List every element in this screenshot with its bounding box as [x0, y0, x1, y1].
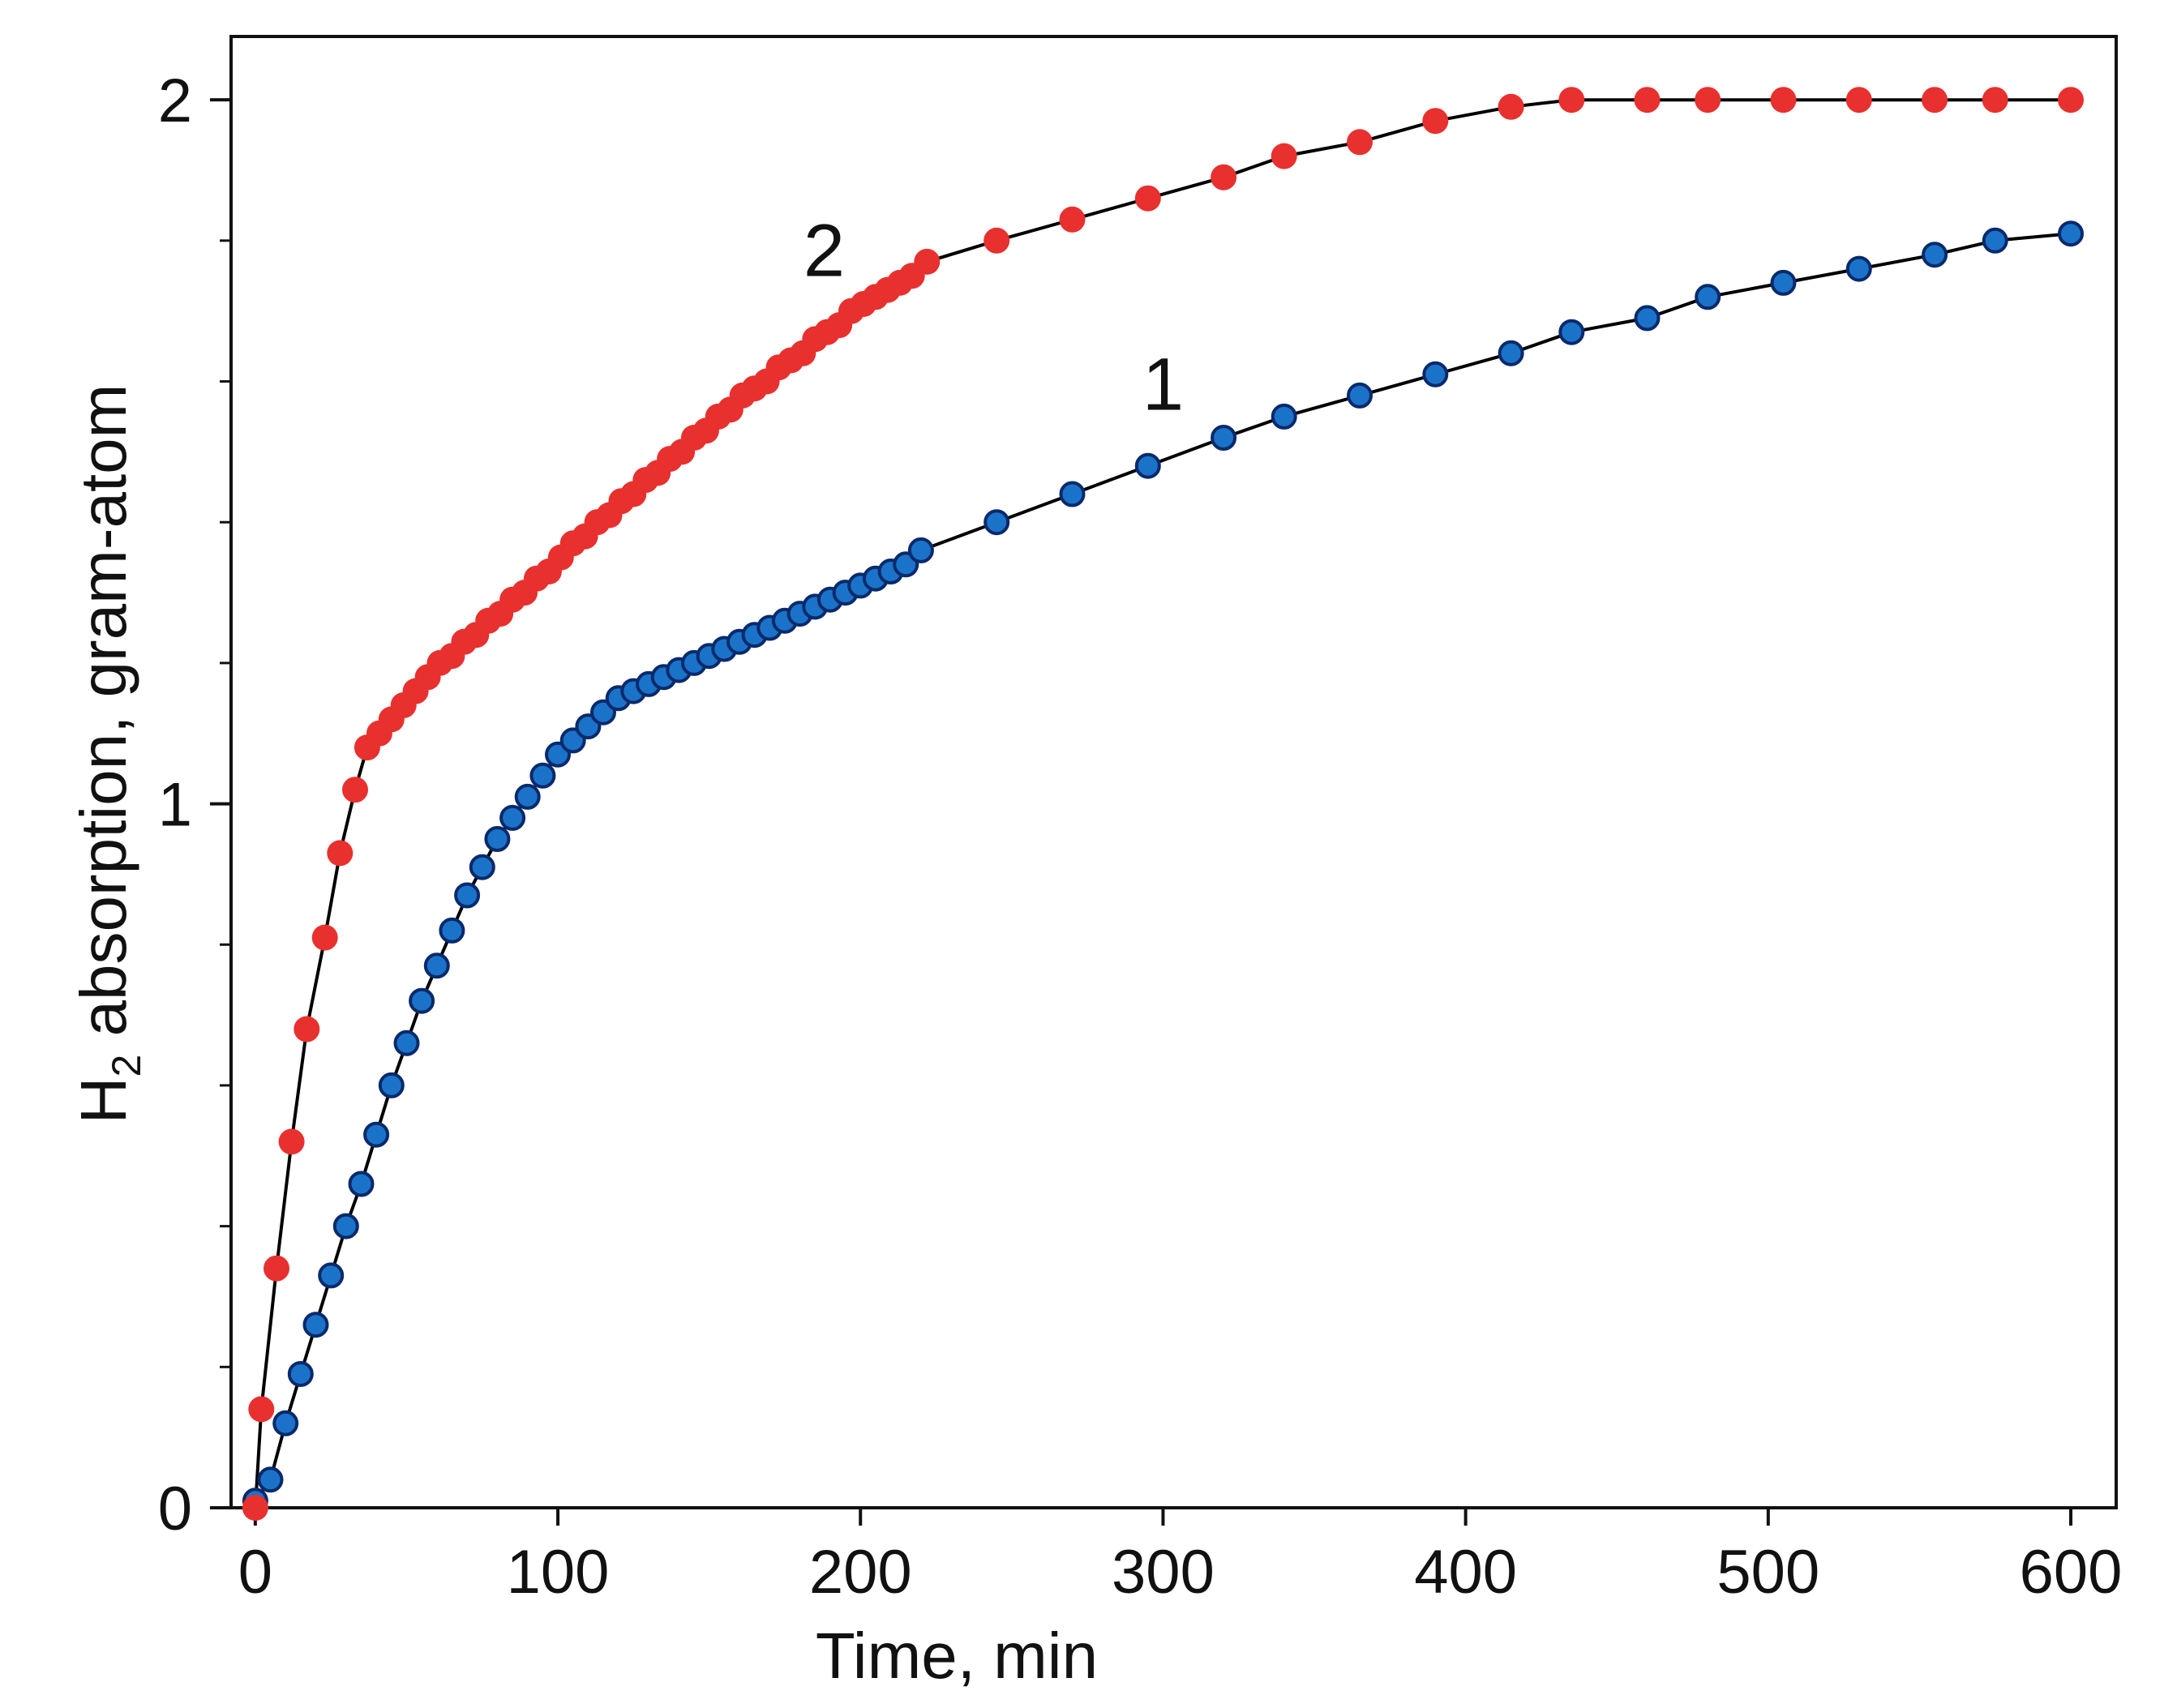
y-axis-title: H2 absorption, gram-atom [67, 384, 149, 1124]
series-1-point [1770, 269, 1797, 296]
series-2-point [1845, 87, 1872, 113]
series-2-point [278, 1128, 305, 1155]
series-1-point [257, 1466, 284, 1493]
series-1-point [984, 509, 1010, 536]
plot-frame [229, 35, 2118, 1509]
series-1-point [1422, 361, 1449, 387]
series-1-point [1059, 481, 1086, 507]
series-2-point [1634, 87, 1661, 113]
series-1-point [393, 1030, 420, 1056]
x-axis-title: Time, min [816, 1620, 1098, 1692]
x-tick-label: 100 [507, 1538, 610, 1607]
series-1-point [1134, 452, 1161, 479]
series-1-point [1211, 425, 1237, 451]
series-2-point [1695, 87, 1721, 113]
series-2-point [1347, 129, 1373, 156]
series-2-point [248, 1396, 275, 1423]
series-2-point [1982, 87, 2008, 113]
x-tick-label: 0 [238, 1538, 272, 1607]
series-1-point [1347, 382, 1373, 409]
series-1-point [302, 1312, 329, 1338]
series-2-point [1558, 87, 1585, 113]
series-1-point [499, 804, 526, 831]
curve-label-2: 2 [804, 209, 845, 292]
series-2-point [1770, 87, 1797, 113]
series-1-point [332, 1213, 359, 1239]
x-tick-label: 500 [1716, 1538, 1819, 1607]
series-1-point [439, 917, 465, 944]
series-2-point [1134, 185, 1161, 212]
series-1-point [1922, 242, 1948, 268]
series-2-point [1211, 164, 1237, 190]
series-1-point [378, 1072, 405, 1098]
x-tick-label: 600 [2020, 1538, 2123, 1607]
series-2-point [1059, 206, 1086, 233]
series-1-point [1498, 340, 1524, 366]
curve-label-1: 1 [1142, 343, 1184, 426]
x-tick-label: 300 [1112, 1538, 1215, 1607]
y-tick-label: 1 [158, 771, 192, 840]
y-tick-label: 2 [158, 66, 192, 135]
series-1-point [287, 1361, 314, 1387]
series-2-point [1271, 143, 1297, 169]
axis-ticks [210, 98, 2073, 1526]
y-axis-title-subscript: 2 [104, 1055, 149, 1077]
curve-labels: 21 [804, 209, 1184, 426]
series-1-point [1558, 319, 1585, 345]
series-1-point [454, 882, 481, 909]
series-1-point [409, 987, 435, 1014]
series-1-point [423, 952, 450, 979]
series-1-point [348, 1171, 375, 1197]
series-2-point [1498, 93, 1524, 120]
y-axis-title-main: H [67, 1077, 139, 1124]
series-1-point [363, 1121, 390, 1148]
series-1-point [469, 854, 495, 880]
series-1-point [318, 1262, 345, 1289]
series-2-point [342, 777, 368, 803]
series-2-point [2058, 87, 2084, 113]
series-2-point [1422, 108, 1449, 135]
series-1-point [514, 783, 541, 810]
series-1-point [907, 537, 934, 563]
series-2-point [311, 924, 338, 951]
y-tick-label: 0 [158, 1475, 192, 1543]
series-1-point [1271, 403, 1297, 430]
series-1-point [1634, 305, 1661, 332]
series-2-point [264, 1255, 289, 1282]
series-2-point [1922, 87, 1948, 113]
series-2-point [294, 1016, 320, 1042]
axis-tick-labels: 0 100 200 300 400 500 600 0 1 2 [158, 66, 2123, 1607]
x-tick-label: 400 [1414, 1538, 1517, 1607]
series-2-point [327, 840, 354, 867]
series-1-point [1695, 284, 1721, 310]
series-2-point [242, 1495, 268, 1521]
series-1-point [484, 826, 511, 852]
series-2-point [984, 227, 1010, 254]
series-2-point [914, 248, 941, 275]
x-tick-label: 200 [809, 1538, 912, 1607]
series-1-point [1845, 255, 1872, 282]
series-1-point [529, 762, 556, 789]
series-1-point [1982, 227, 2008, 254]
series-1-point [272, 1410, 299, 1436]
series-1-point [2058, 220, 2084, 247]
y-axis-title-rest: absorption, gram-atom [67, 384, 139, 1055]
series-points [242, 87, 2084, 1521]
